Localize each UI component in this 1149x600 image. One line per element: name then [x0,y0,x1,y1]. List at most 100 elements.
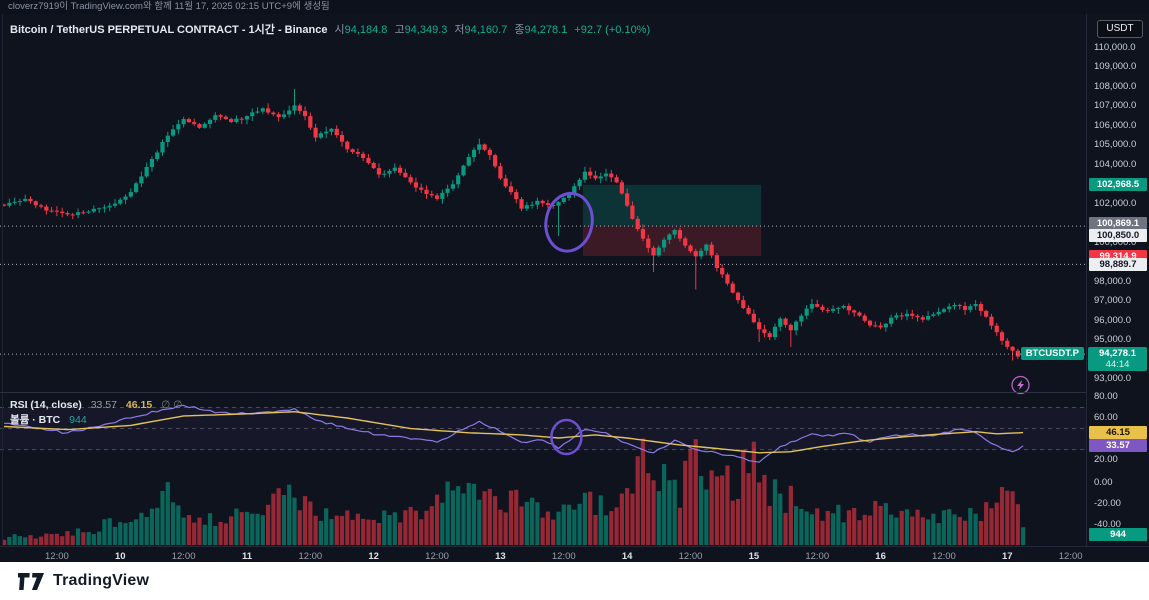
volume-bar [947,509,952,545]
volume-bar [667,480,672,545]
volume-bar [598,495,603,545]
pane-divider[interactable] [0,392,1086,393]
candle-body [830,308,836,311]
volume-bar [725,465,730,545]
price-tick: 104,000.0 [1094,158,1137,170]
volume-bar [424,510,429,545]
ohlc-label: 고 [394,24,405,36]
volume-bar [862,514,867,545]
ohlc-value: 94,160.7 [464,24,508,36]
time-tick-hour: 12:00 [298,551,323,562]
candle-body [471,149,477,158]
volume-bar [97,531,102,545]
volume-bar [339,515,345,545]
candle-body [1,204,7,206]
candle-body [730,283,735,293]
rsi-tick: -20.00 [1094,498,1121,510]
volume-bar [38,536,44,545]
candle-body [266,108,271,113]
volume-bar [994,502,999,545]
volume-bar [493,496,498,545]
volume-bar [572,509,577,545]
chart-canvas[interactable] [0,14,1149,562]
volume-bar [772,479,778,545]
time-tick-hour: 12:00 [551,551,576,562]
candle-body [308,116,313,128]
volume-bar [757,482,762,545]
candle-body [1015,350,1020,357]
candle-body [207,119,213,124]
candle-body [12,201,17,203]
candle-body [725,274,730,284]
position-profit-zone[interactable] [582,184,762,227]
candle-body [751,313,756,323]
volume-value: 944 [69,414,87,426]
volume-bar [382,510,387,545]
candle-body [91,208,96,212]
rsi-tick: 0.00 [1094,477,1113,489]
candle-body [852,310,857,313]
volume-bar [809,514,815,545]
axis-price-label: 100,869.1 [1089,217,1147,230]
volume-bar [603,515,609,545]
time-tick-day: 17 [1002,551,1013,562]
ohlc-value: 94,349.3 [404,24,448,36]
ellipse-drawing-main[interactable] [541,190,596,255]
rsi-legend[interactable]: RSI (14, close) 33.57 46.15 ∅ ∅ [10,399,182,411]
candle-body [382,173,387,175]
candle-body [630,205,635,219]
candle-body [28,198,33,202]
pane-left-border [2,14,3,546]
candle-body [883,323,888,328]
time-tick-hour: 12:00 [425,551,449,562]
footer-bar: TradingView [0,562,1149,600]
candle-body [656,247,661,256]
candle-body [778,318,783,327]
volume-bar [804,511,809,545]
candle-body [582,171,587,180]
ohlc-value: 94,278.1 [524,24,568,36]
candle-body [355,151,360,154]
volume-bar [720,475,725,545]
volume-bar [477,499,482,545]
snapshot-attribution: cloverz7919이 TradingView.com와 함께 11월 17,… [0,0,1149,14]
currency-unit-button[interactable]: USDT [1097,20,1143,38]
volume-bar [445,481,450,545]
candle-body [102,207,107,209]
candle-body [350,149,355,152]
volume-bar [170,502,176,545]
volume-bar [846,510,851,545]
candle-body [767,333,772,338]
price-tick: 108,000.0 [1094,80,1137,92]
volume-legend[interactable]: 볼륨 · BTC 944 [10,412,87,427]
volume-bar [313,515,318,545]
symbol-legend[interactable]: Bitcoin / TetherUS PERPETUAL CONTRACT - … [10,21,650,37]
volume-bar [160,490,165,545]
candle-body [70,214,75,216]
price-tick: 107,000.0 [1094,100,1137,112]
volume-bar [714,476,719,545]
volume-bar [440,502,445,545]
volume-bar [7,536,12,545]
volume-bar [540,517,545,545]
candle-body [984,310,989,317]
volume-bar [419,519,424,545]
candle-body [434,195,440,199]
candle-body [403,172,408,178]
candle-body [33,201,38,206]
ellipse-drawing-rsi[interactable] [550,418,583,456]
volume-bar [656,491,661,545]
candle-body [398,167,403,173]
candle-body [429,194,434,196]
volume-bar [54,533,59,545]
candle-body [704,244,709,251]
price-tick: 98,000.0 [1094,275,1131,287]
volume-bar [815,508,820,545]
volume-bar [23,537,28,545]
volume-title: 볼륨 · BTC [10,414,61,426]
bolt-marker-circle[interactable] [1011,375,1030,395]
volume-bar [968,507,973,545]
position-loss-zone[interactable] [582,226,762,257]
candle-body [313,127,318,138]
candle-body [561,197,566,203]
